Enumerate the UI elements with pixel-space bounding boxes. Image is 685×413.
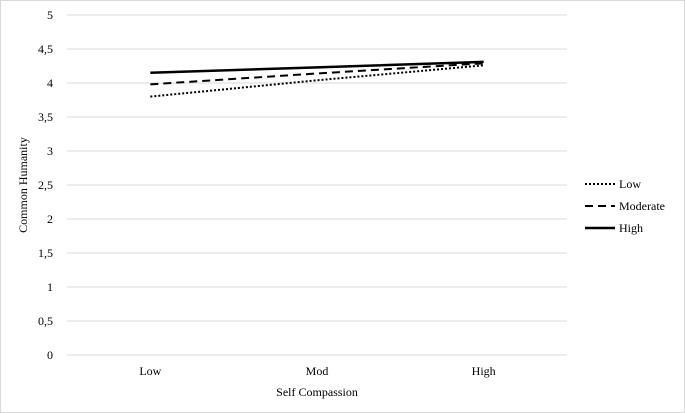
legend-label-high: High bbox=[619, 221, 643, 235]
series-line-moderate bbox=[150, 62, 484, 86]
y-axis-ticks: 0 0,5 1 1,5 2 2,5 3 3,5 4 4,5 5 bbox=[38, 8, 53, 362]
x-tick-label: Low bbox=[139, 364, 161, 378]
y-tick-label: 1,5 bbox=[38, 246, 53, 260]
y-tick-label: 1 bbox=[47, 280, 53, 294]
y-tick-label: 0,5 bbox=[38, 314, 53, 328]
y-tick-label: 2,5 bbox=[38, 178, 53, 192]
series-lines bbox=[150, 60, 484, 98]
y-tick-label: 0 bbox=[47, 348, 53, 362]
y-tick-label: 2 bbox=[47, 212, 53, 226]
legend: Low Moderate High bbox=[585, 177, 665, 235]
series-line-high bbox=[150, 60, 484, 75]
y-tick-label: 3,5 bbox=[38, 110, 53, 124]
y-tick-label: 3 bbox=[47, 144, 53, 158]
x-axis-title: Self Compassion bbox=[276, 385, 358, 399]
x-tick-label: Mod bbox=[306, 364, 329, 378]
x-tick-label: High bbox=[472, 364, 496, 378]
x-axis-ticks: Low Mod High bbox=[139, 364, 495, 378]
y-tick-label: 4,5 bbox=[38, 42, 53, 56]
y-tick-label: 4 bbox=[47, 76, 53, 90]
gridlines bbox=[67, 14, 567, 356]
y-tick-label: 5 bbox=[47, 8, 53, 22]
legend-label-low: Low bbox=[619, 177, 641, 191]
legend-label-moderate: Moderate bbox=[619, 199, 665, 213]
y-axis-title: Common Humanity bbox=[16, 137, 30, 233]
